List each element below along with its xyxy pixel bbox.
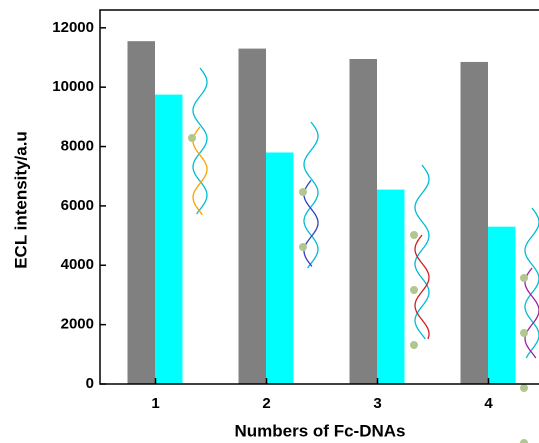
- bar: [377, 189, 405, 384]
- y-tick-label: 10000: [52, 78, 94, 95]
- x-axis-title: Numbers of Fc-DNAs: [235, 421, 406, 440]
- bar: [460, 61, 488, 384]
- y-tick-label: 6000: [61, 197, 94, 214]
- y-tick-label: 0: [86, 375, 94, 392]
- x-tick-label: 3: [373, 395, 381, 412]
- fc-label: [299, 188, 307, 196]
- fc-label: [410, 231, 418, 239]
- x-tick-label: 1: [151, 395, 159, 412]
- fc-label: [410, 286, 418, 294]
- bar: [155, 94, 183, 384]
- plot-frame: [99, 9, 539, 385]
- dna-strand: [192, 67, 208, 215]
- fc-label: [299, 243, 307, 251]
- dna-strand: [303, 121, 319, 269]
- bar: [488, 226, 516, 384]
- y-tick-label: 8000: [61, 138, 94, 155]
- fc-label: [520, 274, 528, 282]
- x-tick-label: 2: [262, 395, 270, 412]
- x-tick-label: 4: [484, 395, 493, 412]
- bars: [127, 41, 516, 384]
- fc-label: [188, 134, 196, 142]
- y-tick-label: 12000: [52, 19, 94, 36]
- y-tick-label: 2000: [61, 316, 94, 333]
- fc-label: [520, 384, 528, 392]
- bar: [127, 41, 155, 384]
- bar: [238, 48, 266, 384]
- y-tick-label: 4000: [61, 256, 94, 273]
- fc-label: [520, 329, 528, 337]
- fc-label: [410, 341, 418, 349]
- dna-strand: [414, 234, 430, 340]
- bar: [266, 152, 294, 384]
- fc-label: [520, 439, 528, 443]
- y-axis-title: ECL intensity/a.u: [11, 131, 30, 269]
- dna-strand: [414, 164, 430, 340]
- bar: [349, 58, 377, 384]
